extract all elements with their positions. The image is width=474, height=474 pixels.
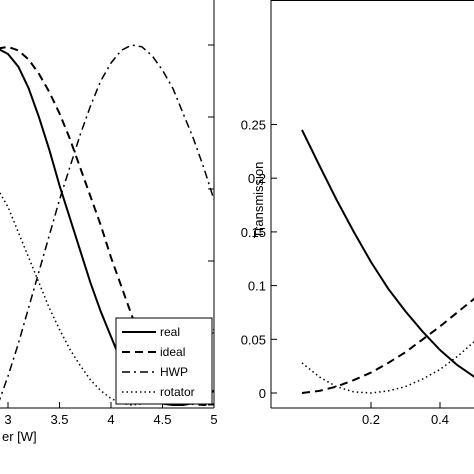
right-y-tick-label: 0.05	[241, 332, 266, 347]
legend-label-real: real	[160, 325, 180, 339]
left-x-tick-label: 3.5	[50, 412, 68, 427]
left-panel-x-ticks: 3 3.5 4 4.5 5	[4, 402, 218, 427]
right-panel-x-ticks: 0.2 0.4	[362, 402, 449, 427]
left-series-line-real	[0, 48, 214, 406]
left-panel: 3 3.5 4 4.5 5 er [W] real ideal HWP rotator	[0, 0, 218, 444]
right-x-tick-label: 0.4	[431, 412, 449, 427]
right-series-line-ideal	[301, 297, 474, 394]
right-x-tick-label: 0.2	[362, 412, 380, 427]
right-y-tick-label: 0.2	[248, 171, 266, 186]
left-x-tick-label: 4	[107, 412, 114, 427]
right-panel-series	[301, 129, 474, 394]
left-x-tick-label: 3	[4, 412, 11, 427]
right-series-line-rotator	[301, 340, 474, 394]
right-y-tick-label: 0	[259, 386, 266, 401]
left-x-tick-label: 4.5	[153, 412, 171, 427]
right-panel: 0 0.05 0.1 0.15 0.2 0.25 0.2 0.4 Transmission	[241, 0, 474, 427]
right-panel-y-ticks: 0 0.05 0.1 0.15 0.2 0.25	[241, 118, 277, 401]
right-y-tick-label: 0.25	[241, 118, 266, 133]
legend-label-HWP: HWP	[160, 365, 188, 379]
left-panel-x-label: er [W]	[2, 429, 37, 444]
left-x-tick-label: 5	[210, 412, 217, 427]
legend-label-rotator: rotator	[160, 385, 195, 399]
left-series-line-rotator	[0, 191, 214, 406]
right-panel-y-label: Transmission	[251, 162, 266, 239]
legend: real ideal HWP rotator	[115, 317, 213, 405]
right-y-tick-label: 0.15	[241, 225, 266, 240]
right-y-tick-label: 0.1	[248, 279, 266, 294]
legend-label-ideal: ideal	[160, 345, 185, 359]
left-series-line-HWP	[0, 44, 214, 401]
right-series-line-real	[301, 129, 474, 378]
